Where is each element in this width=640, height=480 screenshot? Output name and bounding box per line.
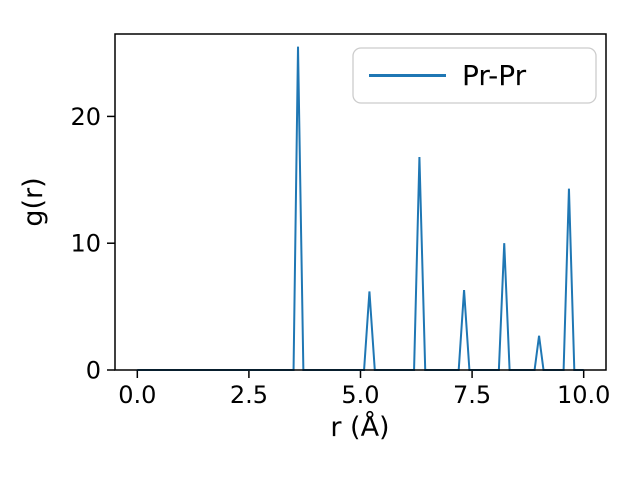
x-tick-label: 2.5 — [230, 381, 268, 409]
legend-label: Pr-Pr — [462, 59, 527, 92]
plot-border — [114, 33, 607, 371]
legend-box — [352, 47, 597, 104]
y-tick-label: 10 — [70, 230, 101, 258]
y-axis-label: g(r) — [18, 177, 49, 226]
y-tick-label: 20 — [70, 103, 101, 131]
y-tick-label: 0 — [86, 357, 101, 385]
legend: Pr-Pr — [352, 47, 597, 104]
x-tick-label: 5.0 — [341, 381, 379, 409]
x-axis-label: r (Å) — [330, 411, 389, 443]
axes-layer: 0.0 2.5 5.0 7.5 10.0 0 10 20 — [70, 103, 610, 409]
x-tick-label: 0.0 — [118, 381, 156, 409]
axes-spines — [114, 33, 607, 371]
x-tick-label: 10.0 — [557, 381, 610, 409]
x-tick-label: 7.5 — [453, 381, 491, 409]
